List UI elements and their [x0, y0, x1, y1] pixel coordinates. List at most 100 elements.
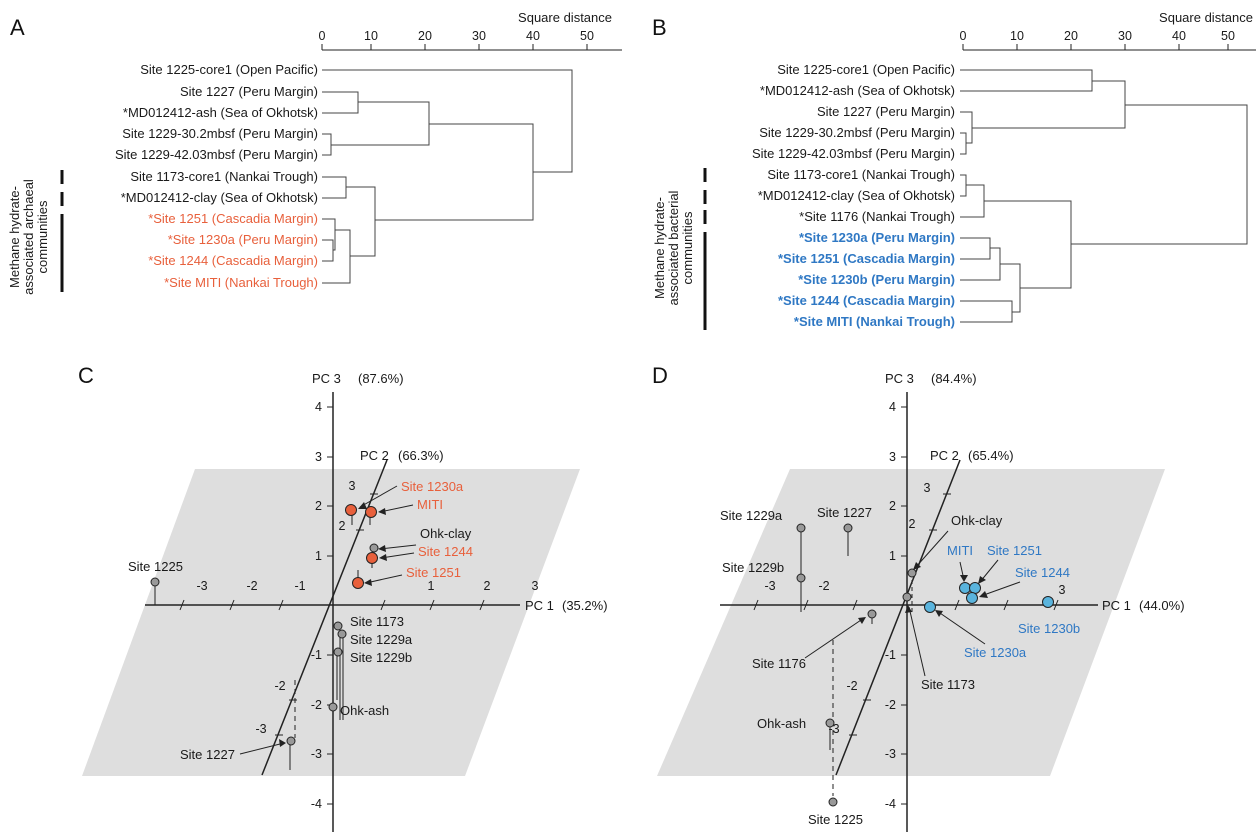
- label-site-1227: Site 1227: [817, 505, 872, 520]
- point-site-1230a: [924, 601, 936, 613]
- leaf-label: Site 1173-core1 (Nankai Trough): [130, 169, 318, 184]
- leaf-label-highlight: *Site 1251 (Cascadia Margin): [778, 251, 955, 266]
- label-site-1229a: Site 1229a: [720, 508, 783, 523]
- tick-label: -3: [255, 722, 266, 736]
- tick-label: 10: [1010, 29, 1024, 43]
- arrowhead: [279, 739, 286, 747]
- leaf-label-highlight: *Site 1244 (Cascadia Margin): [148, 253, 318, 268]
- tick-label: 3: [315, 450, 322, 464]
- label-site-1244: Site 1244: [418, 544, 473, 559]
- arrowhead: [379, 554, 387, 561]
- leaf-label: Site 1225-core1 (Open Pacific): [777, 62, 955, 77]
- pc3-label: PC 3: [312, 371, 341, 386]
- tick-label: 2: [339, 519, 346, 533]
- panel-a-dendrogram: [322, 69, 573, 284]
- panel-a-axis-title: Square distance: [518, 10, 612, 25]
- pc1-label: PC 1: [525, 598, 554, 613]
- group-label-line: Methane hydrate-: [652, 197, 667, 299]
- panel-b-dendrogram: [960, 69, 1248, 323]
- group-label-line: communities: [35, 200, 50, 273]
- panel-b-letter: B: [652, 15, 667, 40]
- pc2-label: PC 2: [930, 448, 959, 463]
- panel-d-labels: Site 1229a Site 1227 Ohk-clay Site 1229b…: [720, 505, 1080, 827]
- pc2-percent: (66.3%): [398, 448, 444, 463]
- panel-c-plane: [82, 469, 580, 776]
- panel-b-group-marker: Methane hydrate- associated bacterial co…: [652, 168, 707, 330]
- tick-label: -3: [828, 722, 839, 736]
- panel-d-stems: [800, 528, 913, 796]
- pc1-percent: (35.2%): [562, 598, 608, 613]
- tick-label: 2: [889, 499, 896, 513]
- point-site-1230a: [345, 504, 357, 516]
- label-site-1229b: Site 1229b: [722, 560, 784, 575]
- tick-label: -4: [885, 797, 896, 811]
- arrowhead: [935, 610, 943, 617]
- panel-d-pc2-ticks: 3 2 -2 -3: [828, 481, 951, 736]
- tick-mark: [954, 599, 960, 611]
- label-ohk-clay: Ohk-clay: [420, 526, 472, 541]
- point-ohk-clay: [907, 568, 917, 578]
- leaf-label-highlight: *Site 1244 (Cascadia Margin): [778, 293, 955, 308]
- panel-a-axis-ticks: 0 10 20 30 40 50: [319, 29, 594, 50]
- leaf-label-highlight: *Site MITI (Nankai Trough): [164, 275, 318, 290]
- point-site-1229b: [333, 647, 343, 657]
- group-label-line: associated bacterial: [666, 190, 681, 305]
- tick-mark: [179, 599, 185, 611]
- label-site-1227: Site 1227: [180, 747, 235, 762]
- tick-label: -1: [885, 648, 896, 662]
- point-site-1251: [969, 582, 981, 594]
- panel-c-points: [150, 504, 379, 746]
- arrowhead: [378, 508, 386, 515]
- tick-label: 40: [526, 29, 540, 43]
- label-miti: MITI: [417, 497, 443, 512]
- label-site-1229a: Site 1229a: [350, 632, 413, 647]
- label-site-1244: Site 1244: [1015, 565, 1070, 580]
- pc3-label: PC 3: [885, 371, 914, 386]
- point-site-1227: [286, 736, 296, 746]
- tick-label: 2: [909, 517, 916, 531]
- arrow: [379, 504, 414, 513]
- panel-c-arrows: [239, 485, 417, 755]
- panel-b-axis-title: Square distance: [1159, 10, 1253, 25]
- point-site-1229a: [796, 523, 806, 533]
- tick-mark: [753, 599, 759, 611]
- tick-label: 0: [960, 29, 967, 43]
- tick-label: 3: [349, 479, 356, 493]
- point-site-1251: [352, 577, 364, 589]
- tick-label: 1: [315, 549, 322, 563]
- arrow: [908, 606, 926, 677]
- leaf-label: Site 1229-30.2mbsf (Peru Margin): [759, 125, 955, 140]
- leaf-label: Site 1225-core1 (Open Pacific): [140, 62, 318, 77]
- tick-label: 10: [364, 29, 378, 43]
- tick-label: 0: [319, 29, 326, 43]
- arrow: [380, 552, 415, 559]
- tick-mark: [429, 599, 435, 611]
- point-site-1229a: [337, 629, 347, 639]
- leaf-label: Site 1229-42.03mbsf (Peru Margin): [752, 146, 955, 161]
- arrowhead: [358, 502, 367, 509]
- point-site-1227: [843, 523, 853, 533]
- arrow: [914, 530, 949, 569]
- panel-c-pc2-ticks: 3 2 -2 -3: [255, 479, 378, 736]
- tick-label: 50: [580, 29, 594, 43]
- leaf-label: *MD012412-ash (Sea of Okhotsk): [760, 83, 955, 98]
- panel-c-labels: Site 1225 Site 1230a MITI Ohk-clay Site …: [128, 479, 473, 762]
- arrow: [379, 544, 417, 550]
- leaf-label: Site 1173-core1 (Nankai Trough): [767, 167, 955, 182]
- leaf-label: *MD012412-ash (Sea of Okhotsk): [123, 105, 318, 120]
- arrowhead: [913, 562, 921, 570]
- tick-label: -2: [246, 579, 257, 593]
- tick-label: 30: [472, 29, 486, 43]
- arrow: [980, 581, 1021, 597]
- leaf-label-highlight: *Site 1251 (Cascadia Margin): [148, 211, 318, 226]
- leaf-label: *MD012412-clay (Sea of Okhotsk): [121, 190, 318, 205]
- tick-mark: [803, 599, 809, 611]
- point-site-1225: [828, 797, 838, 807]
- panel-d-points: [796, 523, 1054, 807]
- leaf-label: Site 1227 (Peru Margin): [817, 104, 955, 119]
- point-site-1225: [150, 577, 160, 587]
- panel-c: C PC 3 (87.6%) PC 2 (66.3%) PC 1 (35.2%)…: [78, 363, 608, 832]
- point-site-1229b: [796, 573, 806, 583]
- tick-label: -2: [274, 679, 285, 693]
